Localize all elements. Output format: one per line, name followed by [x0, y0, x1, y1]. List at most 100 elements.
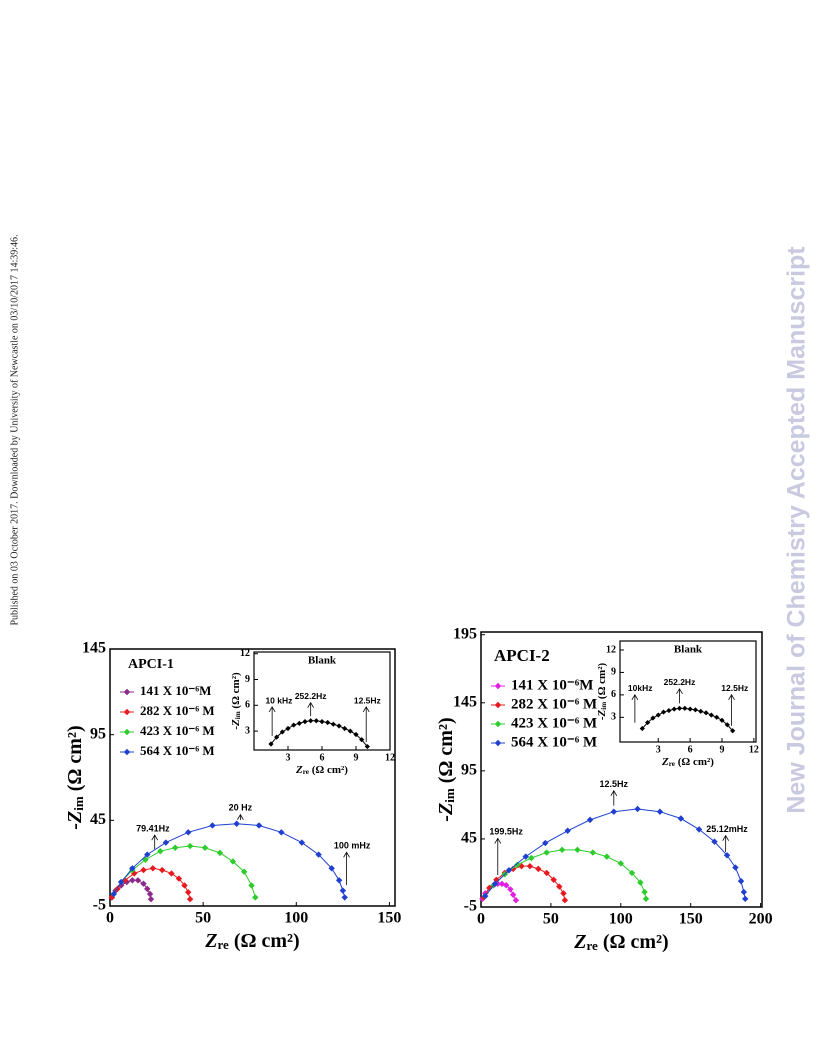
data-point [229, 858, 237, 865]
annotation: 25.12mHz [706, 824, 748, 834]
legend-marker [123, 708, 131, 716]
data-point [328, 865, 335, 872]
data-point [491, 880, 499, 888]
data-point [502, 882, 510, 889]
plot-frame [109, 648, 396, 907]
data-point [274, 734, 280, 740]
y-tick-label: 145 [82, 640, 106, 657]
data-point [610, 808, 618, 815]
data-point [342, 725, 348, 732]
data-point [186, 895, 194, 903]
data-point [149, 865, 157, 872]
data-point [493, 876, 500, 883]
data-point [543, 849, 550, 856]
data-point [146, 890, 154, 898]
axis-label-part: (Ω cm²) [435, 717, 457, 788]
data-point [514, 861, 521, 868]
legend-label: 423 X 10⁻⁶ M [511, 715, 597, 731]
legend-marker [123, 748, 131, 756]
data-point [542, 839, 549, 847]
x-tick-label: 0 [477, 910, 485, 927]
data-point [144, 851, 151, 858]
legend-label: 423 X 10⁻⁶ M [140, 723, 215, 738]
legend-marker [123, 688, 131, 696]
axis-label-part: (Ω cm²) [596, 663, 608, 702]
data-point [233, 820, 240, 827]
data-point [129, 865, 136, 872]
data-point [240, 868, 248, 875]
axis-label-part: (Ω cm²) [598, 931, 669, 953]
y-tick-label: 145 [453, 693, 477, 710]
axis-label-part: Z [573, 931, 586, 953]
x-tick-label: 100 [284, 909, 308, 926]
data-point [518, 862, 525, 870]
annotation: 12.5Hz [354, 695, 381, 705]
data-point [162, 839, 170, 846]
data-point [737, 877, 745, 885]
y-tick-label: 95 [90, 725, 106, 742]
axis-label-part: re [587, 938, 599, 953]
x-tick-label: 50 [195, 909, 211, 926]
x-tick-label: 200 [749, 910, 773, 927]
annotation: 199.5Hz [489, 826, 523, 836]
data-point [634, 805, 641, 813]
y-tick-label: -5 [464, 898, 477, 915]
data-point [509, 891, 517, 898]
data-point [359, 737, 365, 743]
chart-title: APCI-1 [128, 657, 174, 672]
data-point [134, 877, 142, 884]
x-tick-label: 100 [609, 910, 633, 927]
data-point [628, 869, 636, 877]
x-tick-label: 3 [656, 744, 661, 755]
data-point [526, 862, 534, 870]
data-point [692, 707, 699, 713]
y-tick-label: 45 [461, 830, 477, 847]
data-point [603, 853, 611, 860]
axis-label-part: (Ω cm²) [675, 756, 714, 768]
legend-marker [494, 701, 502, 709]
data-point [157, 847, 164, 855]
annotation: 10 kHz [265, 695, 292, 705]
data-point [550, 876, 557, 883]
y-tick-label: 12 [240, 648, 250, 659]
annotation-arrowhead [610, 789, 618, 796]
data-point [512, 896, 520, 904]
data-point [703, 710, 709, 716]
axis-label: -Zim (Ω cm²) [435, 717, 457, 821]
axis-label-part: (Ω cm²) [230, 672, 242, 711]
y-tick-label: 6 [611, 689, 616, 700]
data-point [313, 718, 319, 724]
data-point [158, 866, 166, 874]
data-point [171, 844, 179, 851]
data-point [714, 714, 720, 720]
data-point [248, 882, 255, 889]
inset-title: Blank [674, 644, 703, 656]
data-point [742, 895, 749, 903]
data-point [319, 719, 325, 725]
annotation-arrowhead [307, 701, 315, 708]
x-tick-label: 6 [320, 752, 325, 763]
series-line [484, 849, 647, 899]
data-point [339, 887, 347, 894]
data-point [144, 885, 151, 893]
axis-label: Zre (Ω cm²) [573, 931, 668, 953]
axis-label-part: re [669, 760, 675, 768]
series-line [484, 808, 746, 899]
data-point [279, 729, 285, 735]
legend-label: 282 X 10⁻⁶ M [140, 703, 215, 718]
axis-label-part: (Ω cm²) [309, 764, 348, 776]
data-point [586, 816, 594, 824]
data-point [730, 728, 736, 734]
y-tick-label: 12 [606, 644, 616, 655]
data-point [123, 878, 130, 886]
data-point [147, 895, 155, 903]
axis-label-part: im [234, 711, 242, 719]
data-point [687, 706, 693, 712]
data-point [574, 846, 581, 854]
data-point [535, 865, 542, 873]
annotation-arrowhead [343, 851, 350, 858]
y-tick-label: 195 [453, 625, 477, 642]
y-tick-label: 9 [245, 674, 250, 685]
axis-label-part: -Z [596, 709, 608, 720]
